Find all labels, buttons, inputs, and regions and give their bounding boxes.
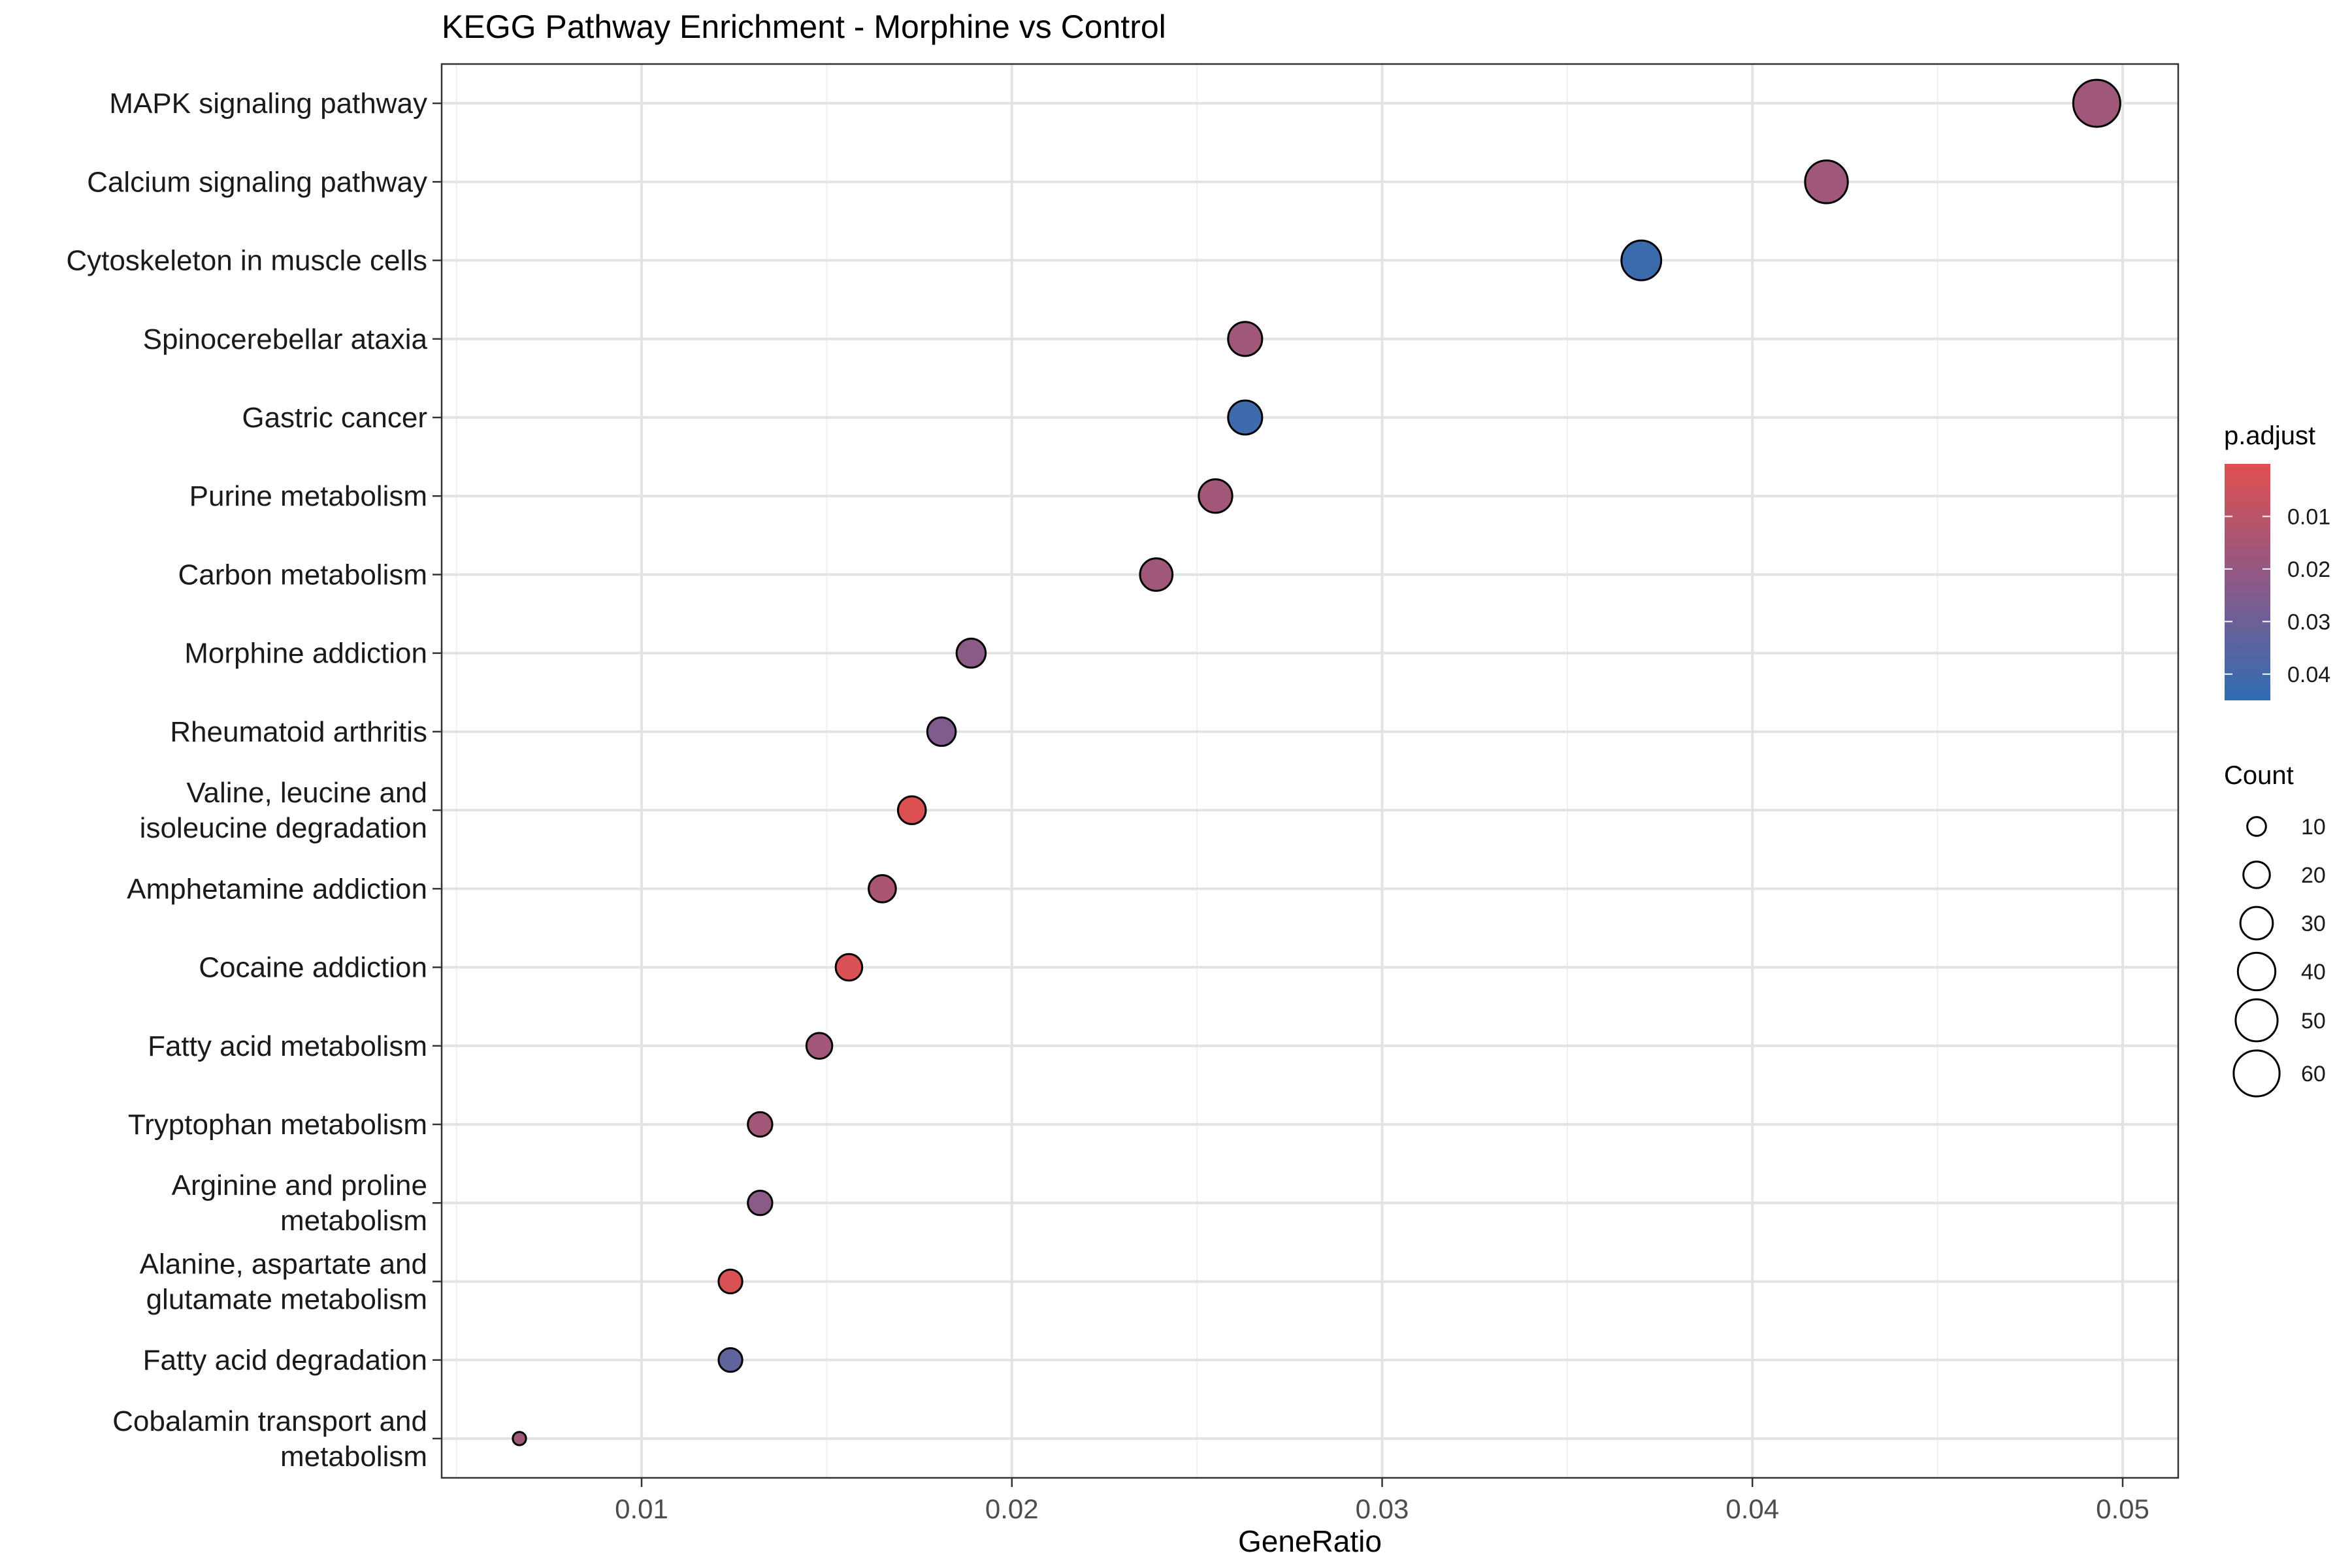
y-tick-label: Gastric cancer [242, 402, 427, 434]
data-point [1804, 159, 1849, 204]
size-legend-items: 10 20 30 40 50 60 [2232, 815, 2326, 1098]
size-legend-circle [2242, 860, 2271, 889]
size-legend-label: 20 [2301, 863, 2326, 888]
data-point [805, 1032, 834, 1060]
size-legend-label: 10 [2301, 815, 2326, 840]
color-legend-label: 0.03 [2287, 610, 2330, 634]
size-legend-circle [2232, 1049, 2281, 1098]
y-tick-label: MAPK signaling pathway [109, 88, 427, 120]
x-tick-label: 0.04 [1725, 1494, 1779, 1524]
data-point [1139, 557, 1174, 592]
y-tick-label: Alanine, aspartate and glutamate metaboli… [140, 1248, 427, 1315]
data-point [747, 1111, 774, 1138]
y-tick-label: Fatty acid degradation [143, 1345, 427, 1377]
size-legend-label: 40 [2301, 960, 2326, 985]
color-legend-bar [2225, 464, 2270, 700]
minor-grid [455, 64, 1938, 1478]
size-legend: Count 10 20 30 40 50 60 [2224, 761, 2326, 1098]
y-tick-label: Cytoskeleton in muscle cells [66, 245, 427, 277]
data-point [717, 1268, 743, 1295]
data-point [896, 795, 927, 825]
x-tick-label: 0.03 [1356, 1494, 1409, 1524]
color-legend: p.adjust 0.01 0.02 0.03 0.04 [2224, 421, 2330, 700]
data-point [868, 874, 897, 904]
y-tick-label: Cocaine addiction [199, 952, 427, 984]
size-legend-circle [2234, 998, 2279, 1043]
data-point [717, 1347, 743, 1373]
y-tick-label: Carbon metabolism [178, 559, 428, 591]
data-point [926, 716, 957, 747]
y-tick-label: Morphine addiction [184, 638, 427, 670]
chart-title: KEGG Pathway Enrichment - Morphine vs Co… [442, 8, 1166, 45]
x-tick-label: 0.02 [985, 1494, 1039, 1524]
data-point [834, 953, 864, 982]
data-point [1227, 321, 1264, 357]
y-tick-label: Calcium signaling pathway [87, 166, 427, 198]
y-tick-label: Amphetamine addiction [127, 873, 427, 905]
size-legend-circle [2246, 816, 2267, 837]
y-tick-label: Cobalamin transport and metabolism [112, 1405, 427, 1473]
size-legend-title: Count [2224, 761, 2294, 790]
x-axis: 0.01 0.02 0.03 0.04 0.05 [615, 1478, 2149, 1524]
y-tick-label: Fatty acid metabolism [148, 1030, 427, 1062]
x-axis-title: GeneRatio [1238, 1524, 1382, 1558]
y-tick-label: Arginine and proline metabolism [172, 1169, 427, 1237]
y-axis: MAPK signaling pathway Calcium signaling … [66, 88, 442, 1473]
data-point [2072, 78, 2121, 128]
major-grid [442, 64, 2178, 1478]
y-tick-label: Tryptophan metabolism [128, 1109, 427, 1141]
y-tick-label: Valine, leucine and isoleucine degradatio… [140, 777, 427, 844]
data-point [747, 1190, 774, 1217]
size-legend-circle [2239, 906, 2274, 941]
color-legend-label: 0.04 [2287, 662, 2330, 687]
y-tick-label: Purine metabolism [189, 480, 427, 512]
size-legend-label: 60 [2301, 1062, 2326, 1086]
color-legend-label: 0.02 [2287, 557, 2330, 582]
y-tick-label: Rheumatoid arthritis [170, 716, 427, 748]
data-point [955, 637, 987, 669]
size-legend-label: 50 [2301, 1009, 2326, 1034]
size-legend-circle [2236, 951, 2277, 992]
data-points [512, 78, 2121, 1446]
color-legend-label: 0.01 [2287, 504, 2330, 529]
y-tick-label: Spinocerebellar ataxia [143, 323, 428, 355]
data-point [512, 1431, 527, 1446]
x-tick-label: 0.01 [615, 1494, 668, 1524]
plot-panel-border [440, 63, 2180, 1479]
color-legend-title: p.adjust [2224, 421, 2315, 450]
size-legend-label: 30 [2301, 911, 2326, 936]
data-point [1227, 399, 1264, 436]
data-point [1620, 239, 1663, 282]
data-point [1198, 478, 1233, 514]
x-tick-label: 0.05 [2096, 1494, 2149, 1524]
color-legend-ticks: 0.01 0.02 0.03 0.04 [2225, 504, 2330, 687]
